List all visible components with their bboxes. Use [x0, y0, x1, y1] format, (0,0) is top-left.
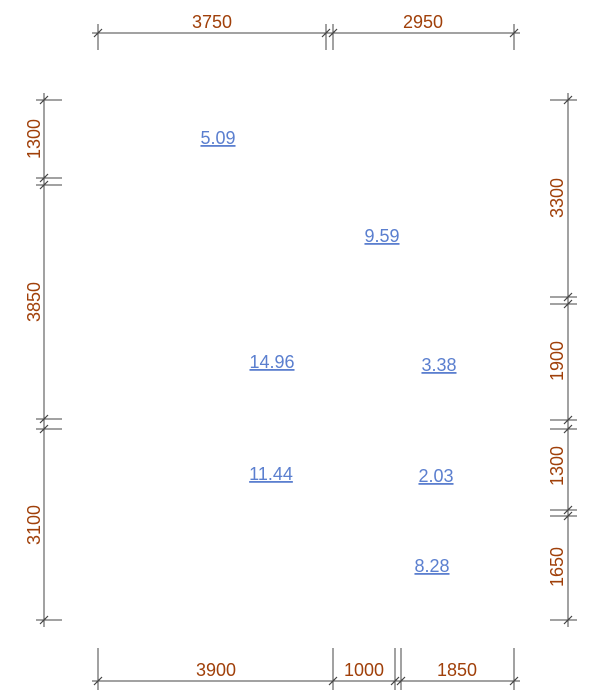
tick-mark: [563, 505, 573, 515]
tick-mark: [39, 424, 49, 434]
tick-mark: [39, 615, 49, 625]
tick-mark: [93, 28, 103, 38]
dimension-top-1: 3750: [192, 12, 232, 32]
dimension-right-3: 1300: [547, 446, 567, 486]
tick-mark: [563, 415, 573, 425]
dimension-bottom-1: 3900: [196, 660, 236, 680]
top-dimension-chain: 3750 2950: [92, 12, 520, 50]
room-area-label[interactable]: 2.03: [418, 466, 453, 486]
tick-mark: [39, 173, 49, 183]
right-dimension-chain: 3300 1900 1300 1650: [547, 93, 577, 627]
tick-mark: [39, 95, 49, 105]
dimension-right-4: 1650: [547, 547, 567, 587]
tick-mark: [563, 615, 573, 625]
tick-mark: [563, 424, 573, 434]
dimension-left-3: 3100: [24, 505, 44, 545]
room-area-label[interactable]: 14.96: [249, 352, 294, 372]
dimension-right-2: 1900: [547, 341, 567, 381]
tick-mark: [563, 95, 573, 105]
dimension-bottom-2: 1000: [344, 660, 384, 680]
tick-mark: [390, 676, 400, 686]
tick-mark: [509, 676, 519, 686]
tick-mark: [563, 299, 573, 309]
tick-mark: [328, 28, 338, 38]
room-area-label[interactable]: 11.44: [249, 464, 293, 484]
tick-mark: [509, 28, 519, 38]
left-dimension-chain: 1300 3850 3100: [24, 93, 62, 627]
tick-mark: [563, 292, 573, 302]
tick-mark: [39, 414, 49, 424]
dimension-bottom-3: 1850: [437, 660, 477, 680]
tick-mark: [396, 676, 406, 686]
room-area-label[interactable]: 9.59: [364, 226, 399, 246]
dimension-top-2: 2950: [403, 12, 443, 32]
room-area-labels: 5.09 9.59 14.96 3.38 11.44 2.03 8.28: [200, 128, 456, 576]
dimension-left-2: 3850: [24, 282, 44, 322]
room-area-label[interactable]: 3.38: [421, 355, 456, 375]
bottom-dimension-chain: 3900 1000 1850: [92, 648, 520, 690]
room-area-label[interactable]: 8.28: [414, 556, 449, 576]
room-area-label[interactable]: 5.09: [200, 128, 235, 148]
tick-mark: [321, 28, 331, 38]
dimension-right-1: 3300: [547, 178, 567, 218]
tick-mark: [39, 180, 49, 190]
tick-mark: [328, 676, 338, 686]
dimension-left-1: 1300: [24, 119, 44, 159]
tick-mark: [563, 511, 573, 521]
tick-mark: [93, 676, 103, 686]
